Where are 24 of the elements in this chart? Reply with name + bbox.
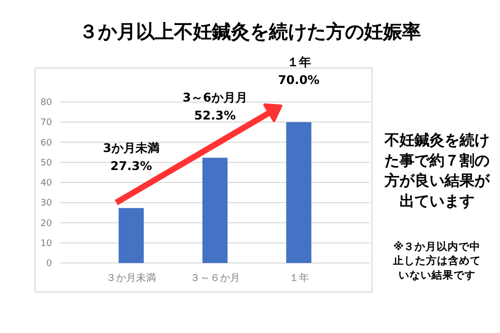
text: １年 bbox=[286, 55, 311, 70]
chart-title: ３か月以上不妊鍼灸を続けた方の妊娠率 bbox=[79, 21, 421, 43]
text: ※３か月以内で中止した方は含めていない結果です bbox=[392, 240, 481, 282]
annotation: 3か月未満 bbox=[103, 141, 160, 156]
y-tick-label: 20 bbox=[40, 218, 52, 229]
x-tick-label: １年 bbox=[288, 272, 309, 284]
y-tick-label: 60 bbox=[40, 138, 52, 148]
annotation: 3～6か月月 bbox=[182, 90, 248, 105]
data-label: 27.3% bbox=[110, 159, 152, 174]
bar bbox=[118, 208, 144, 263]
y-tick-label: 40 bbox=[40, 178, 52, 188]
y-tick-label: 50 bbox=[40, 158, 52, 168]
x-tick-label: ３か月未満 bbox=[106, 272, 156, 284]
text: 不妊鍼灸を続けた事で約７割の方が良い結果が出ています bbox=[384, 131, 490, 210]
y-tick-label: 0 bbox=[46, 259, 52, 269]
x-tick-label: ３～６か月 bbox=[190, 273, 240, 284]
data-label: 70.0% bbox=[278, 73, 320, 88]
bar bbox=[202, 158, 228, 263]
y-tick-label: 70 bbox=[40, 118, 52, 128]
bar bbox=[286, 122, 312, 263]
y-tick-label: 80 bbox=[40, 98, 52, 108]
y-tick-label: 10 bbox=[40, 238, 52, 249]
data-label: 52.3% bbox=[194, 108, 236, 123]
y-tick-label: 30 bbox=[40, 198, 52, 209]
